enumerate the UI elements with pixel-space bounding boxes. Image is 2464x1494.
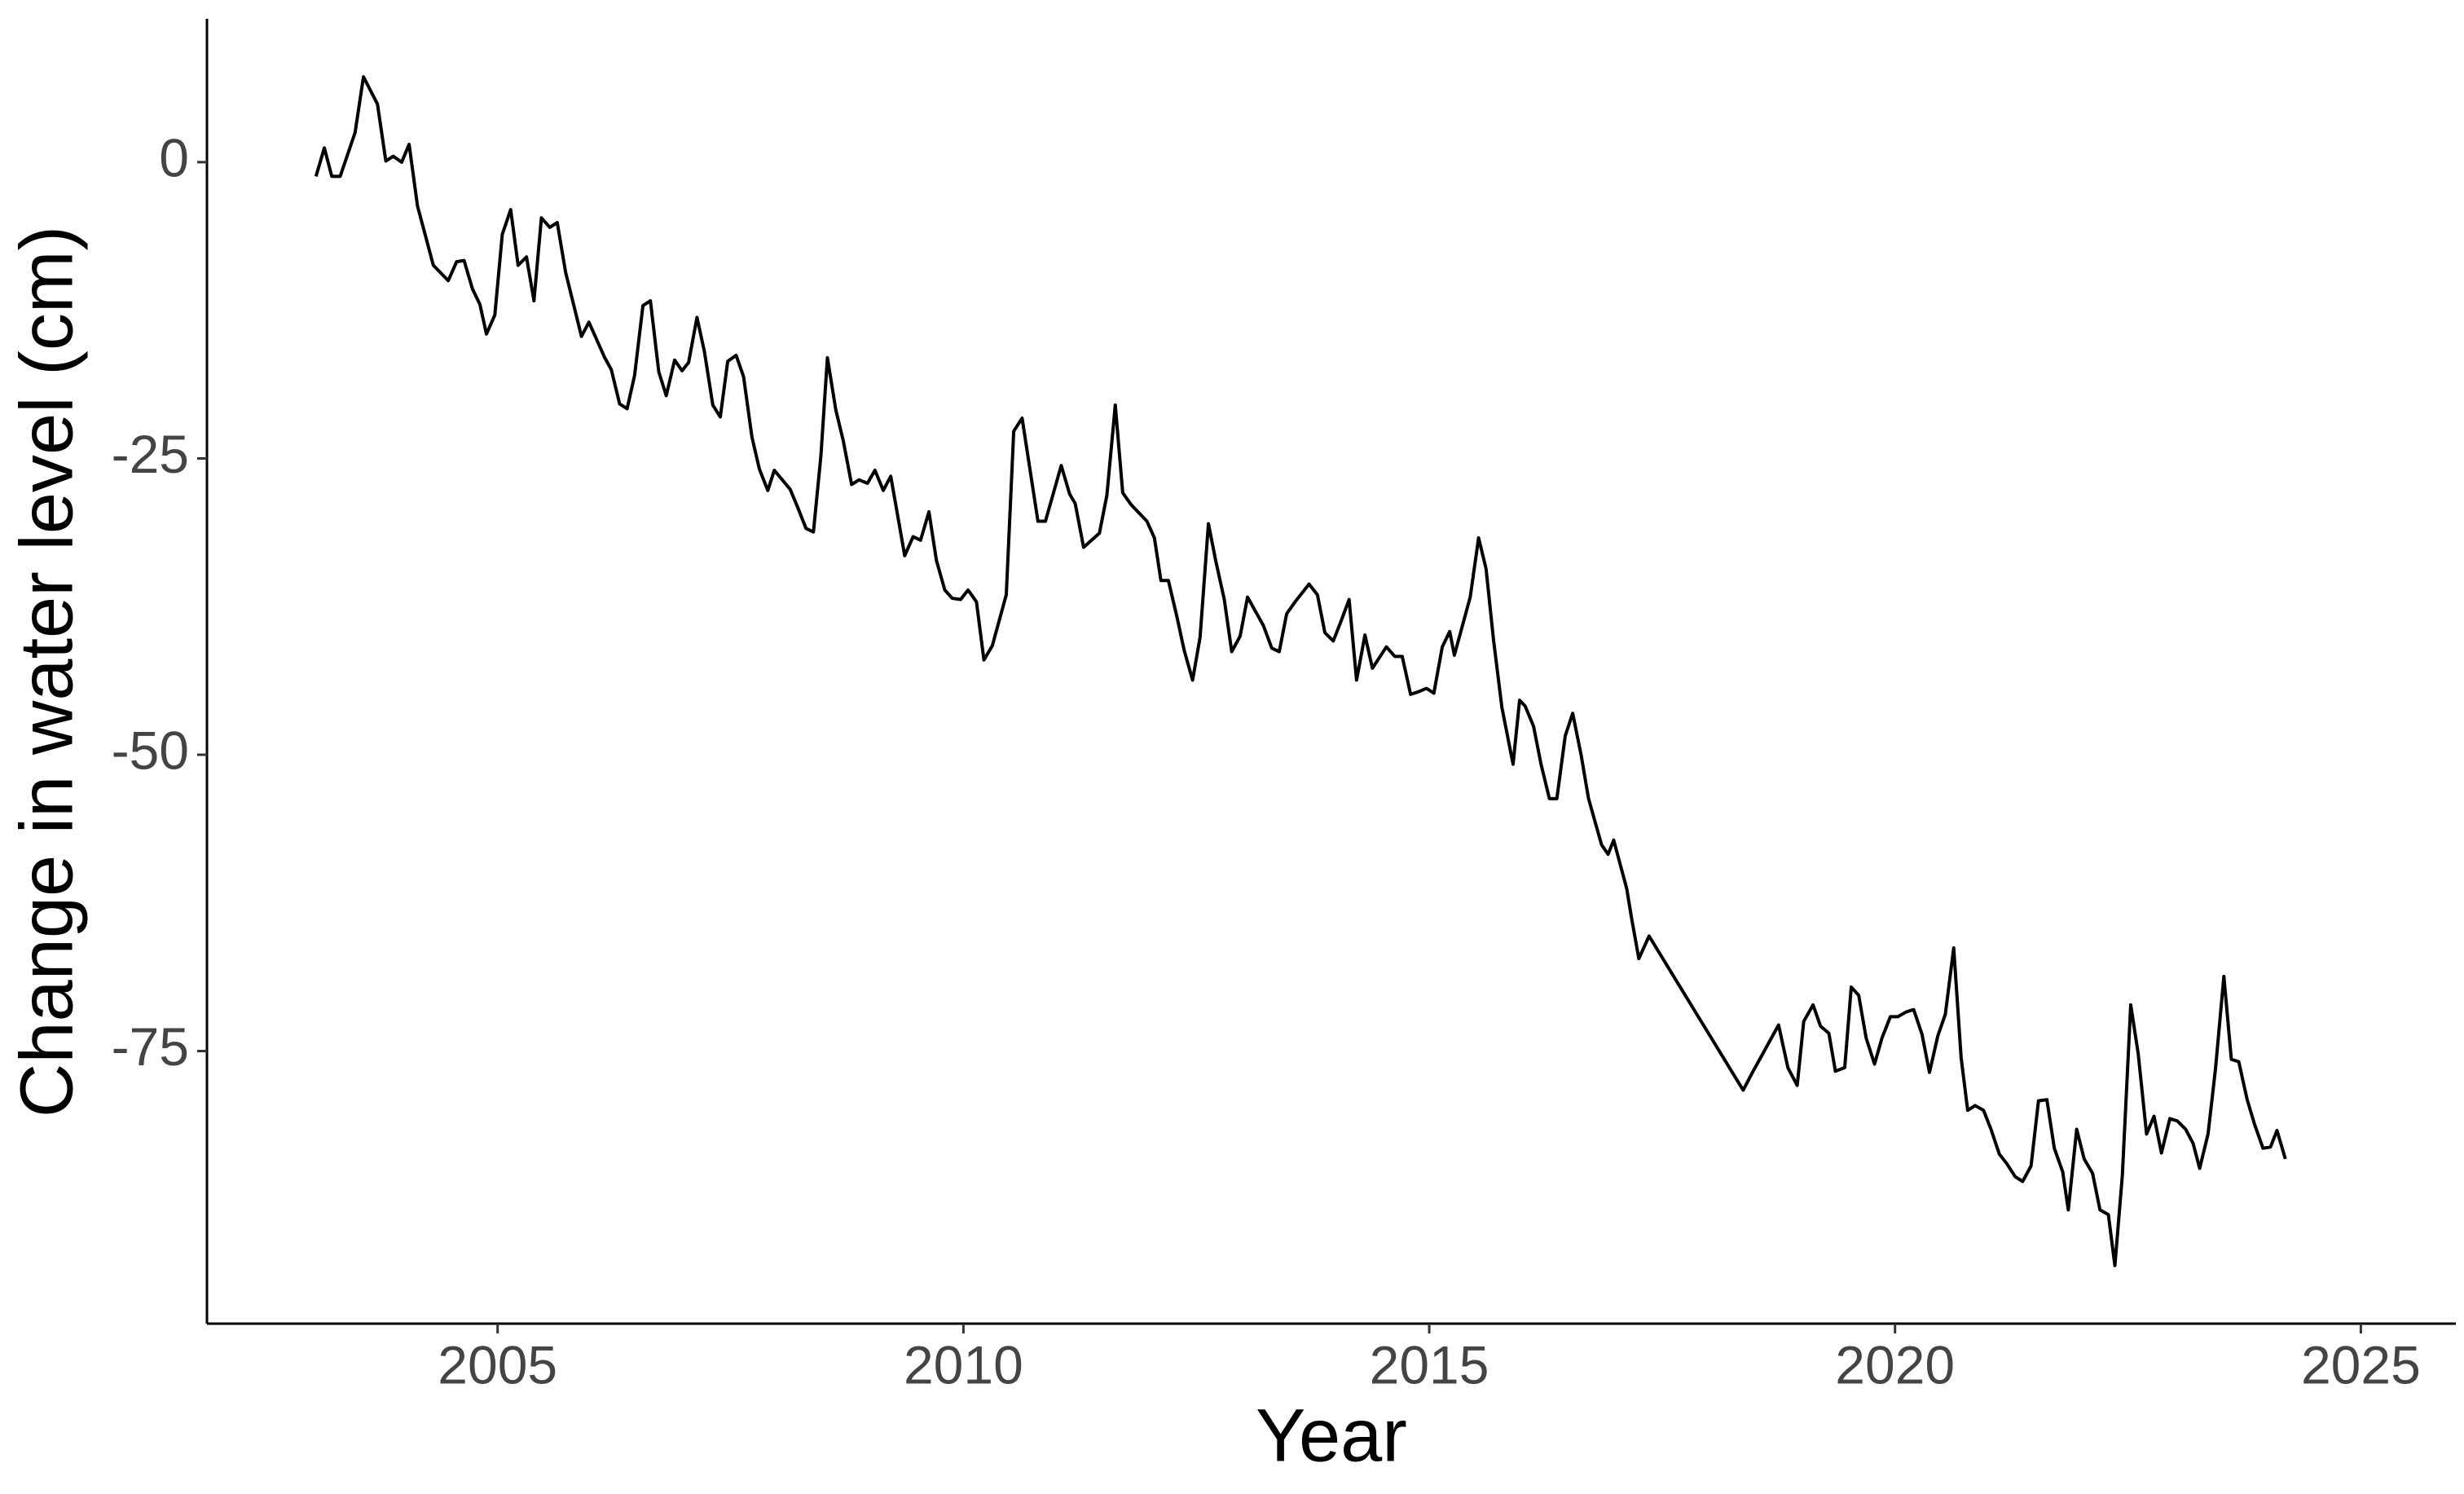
x-tick-label: 2025 bbox=[2301, 1334, 2421, 1395]
y-tick-label: -50 bbox=[112, 720, 189, 780]
y-tick-label: -25 bbox=[112, 424, 189, 484]
x-tick-label: 2005 bbox=[438, 1334, 557, 1395]
y-tick-label: -75 bbox=[112, 1016, 189, 1077]
x-axis-title: Year bbox=[1256, 1394, 1407, 1477]
x-tick-label: 2020 bbox=[1835, 1334, 1955, 1395]
y-axis-title: Change in water level (cm) bbox=[5, 226, 88, 1117]
x-tick-label: 2010 bbox=[904, 1334, 1023, 1395]
data-line bbox=[314, 75, 2287, 1267]
y-tick-label: 0 bbox=[159, 127, 189, 187]
x-tick-label: 2015 bbox=[1370, 1334, 1489, 1395]
